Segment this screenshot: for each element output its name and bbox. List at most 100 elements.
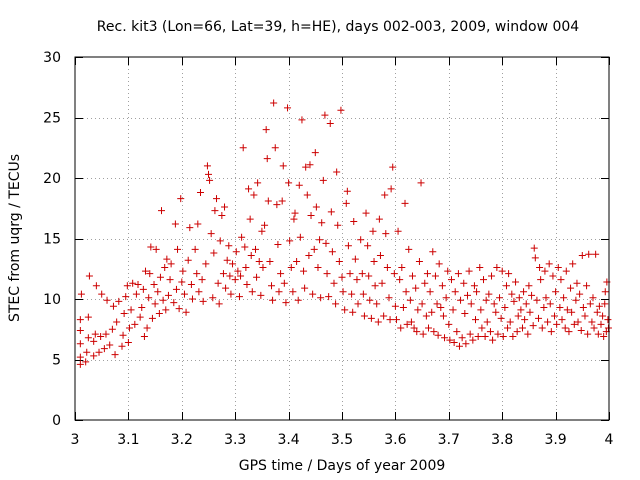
data-point [451, 288, 459, 296]
data-point [335, 257, 343, 265]
data-point [196, 189, 204, 197]
data-point [76, 316, 84, 324]
data-point [421, 279, 429, 287]
data-point [102, 330, 110, 338]
data-point [123, 282, 131, 290]
x-tick-label: 3.8 [491, 432, 513, 448]
x-tick-labels: 3 3.1 3.2 3.3 3.4 3.5 3.6 3.7 3.8 3.9 4 [71, 432, 614, 448]
data-point [205, 170, 212, 178]
data-point [460, 279, 468, 287]
data-point [290, 215, 298, 223]
data-point [298, 116, 306, 124]
data-point [604, 316, 612, 324]
data-point [325, 293, 333, 301]
data-point [97, 333, 105, 341]
data-point [447, 276, 455, 284]
data-point [295, 181, 303, 189]
data-point [172, 285, 180, 293]
data-point [278, 197, 286, 205]
data-point [177, 195, 185, 203]
data-point [376, 251, 384, 259]
data-point [600, 333, 608, 341]
data-point [378, 279, 386, 287]
data-point [154, 288, 162, 296]
data-point [109, 302, 117, 310]
data-point [537, 276, 545, 284]
data-point [383, 264, 391, 272]
data-point [531, 254, 539, 262]
data-point [226, 272, 234, 280]
data-point [418, 300, 426, 308]
data-point [357, 236, 365, 244]
data-point [250, 191, 258, 199]
data-point [522, 300, 530, 308]
data-point [207, 230, 215, 238]
data-point [473, 288, 481, 296]
data-point [569, 260, 577, 268]
data-point [426, 288, 434, 296]
data-point [509, 333, 517, 341]
data-point [253, 273, 261, 281]
data-point [461, 310, 469, 318]
data-point [118, 342, 126, 350]
data-point [270, 99, 278, 107]
data-point [540, 303, 548, 311]
data-point [202, 260, 210, 268]
data-point [213, 195, 221, 203]
x-tick-label: 3 [71, 432, 80, 448]
data-point [328, 248, 336, 256]
data-point [141, 267, 149, 275]
data-point [446, 336, 454, 344]
data-point [206, 176, 214, 184]
y-tick-label: 0 [52, 413, 61, 429]
data-point [588, 318, 596, 326]
data-point [180, 290, 188, 298]
data-point [463, 291, 471, 299]
data-point [493, 264, 501, 272]
data-point [386, 316, 394, 324]
data-point [585, 250, 593, 258]
data-point [354, 300, 362, 308]
data-point [518, 324, 526, 332]
data-point [502, 282, 510, 290]
data-point [218, 212, 226, 220]
data-point [526, 308, 534, 316]
x-axis-label: GPS time / Days of year 2009 [239, 458, 446, 474]
data-point [592, 250, 600, 258]
data-point [170, 299, 178, 307]
data-point [351, 255, 359, 263]
data-point [370, 257, 378, 265]
data-point [285, 179, 293, 187]
data-point [342, 199, 350, 207]
data-point [294, 296, 302, 304]
data-point [576, 290, 584, 298]
data-point [458, 334, 466, 342]
data-point [95, 348, 103, 356]
data-point [262, 126, 270, 134]
data-point [163, 255, 171, 263]
data-point [520, 288, 528, 296]
data-point [435, 260, 443, 268]
data-point [385, 294, 393, 302]
data-point [405, 245, 413, 253]
data-point [282, 299, 290, 307]
data-point [401, 199, 409, 207]
data-point [247, 251, 255, 259]
data-point [601, 300, 609, 308]
x-tick-label: 3.3 [224, 432, 246, 448]
data-point [113, 318, 121, 326]
data-point [373, 300, 381, 308]
data-point [389, 163, 397, 171]
y-axis-label: STEC from uqrg / TECUs [7, 154, 23, 322]
data-point [341, 306, 349, 314]
data-point [457, 296, 465, 304]
data-point [573, 279, 581, 287]
data-point [314, 264, 322, 272]
data-point [508, 290, 516, 298]
data-point [574, 318, 582, 326]
data-point [191, 245, 199, 253]
data-point [360, 312, 368, 320]
data-point [431, 272, 439, 280]
data-point [350, 218, 358, 226]
data-point [455, 342, 463, 350]
